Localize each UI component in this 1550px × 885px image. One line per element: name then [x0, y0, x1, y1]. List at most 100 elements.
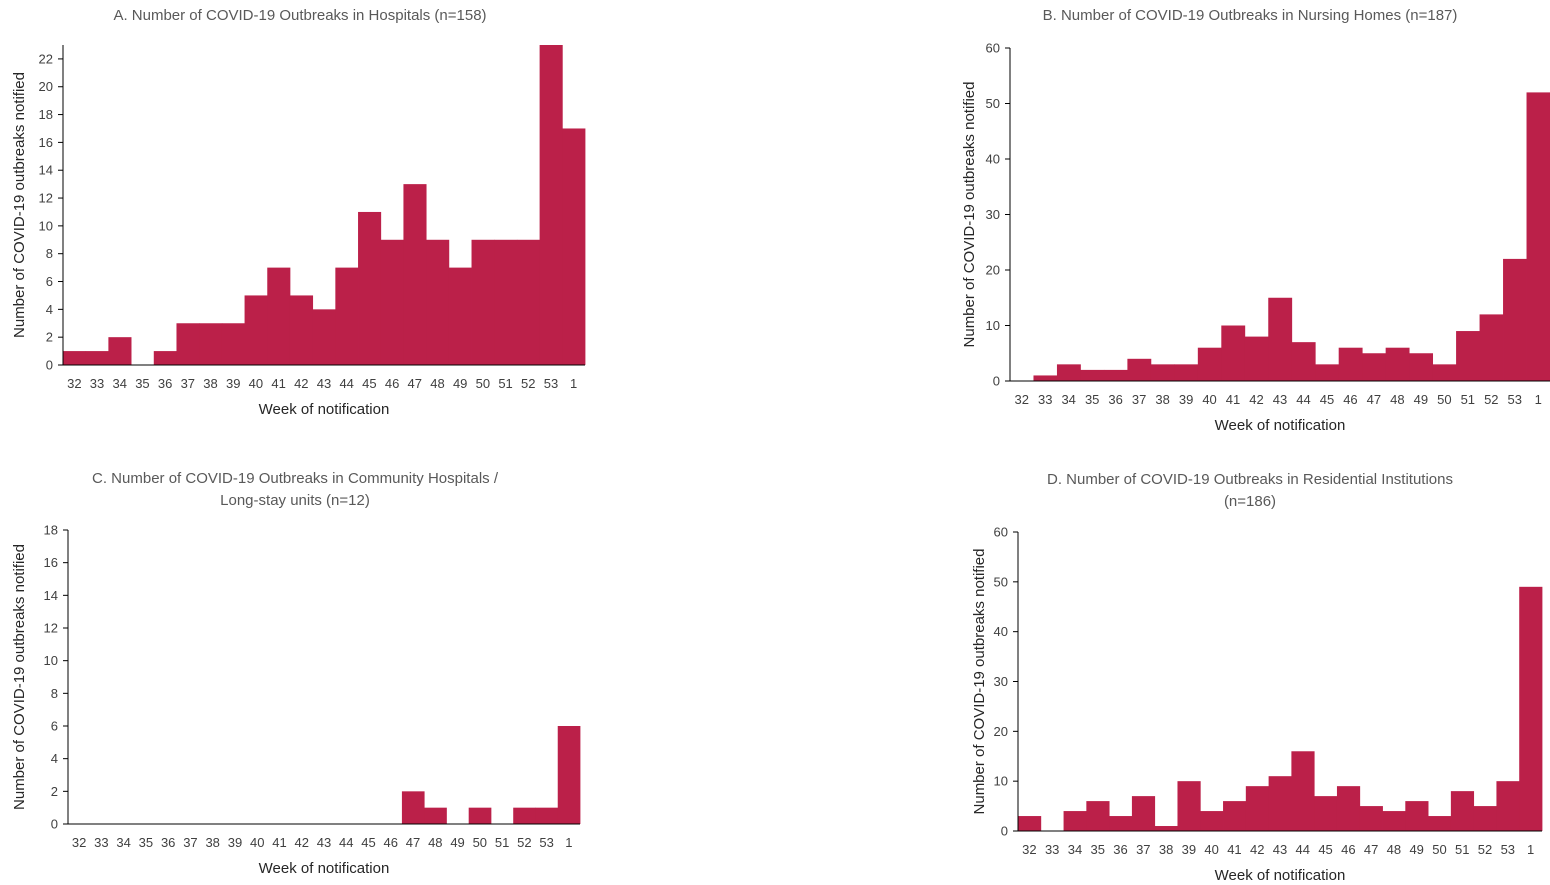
bar-43 [312, 309, 336, 365]
bar-37 [1127, 358, 1152, 381]
x-tick-label: 47 [1367, 392, 1381, 407]
x-tick-label: 38 [203, 376, 217, 391]
y-tick-label: 20 [39, 79, 53, 94]
chart-title-c: C. Number of COVID-19 Outbreaks in Commu… [92, 470, 498, 509]
bar-50 [471, 239, 495, 365]
y-tick-label: 0 [51, 817, 58, 832]
bar-47 [403, 184, 427, 365]
bar-52 [516, 239, 541, 365]
x-tick-label: 42 [1249, 392, 1263, 407]
x-tick-label: 37 [1132, 392, 1146, 407]
x-tick-label: 45 [361, 835, 375, 850]
x-tick-label: 37 [183, 835, 197, 850]
x-tick-label: 53 [539, 835, 553, 850]
x-tick-label: 41 [271, 376, 285, 391]
y-axis-label: Number of COVID-19 outbreaks notified [11, 72, 28, 338]
y-tick-label: 60 [994, 525, 1008, 540]
bar-53 [1496, 781, 1520, 831]
bar-33 [1033, 375, 1058, 381]
bar-36 [1103, 369, 1128, 381]
bar-43 [1268, 297, 1293, 381]
x-tick-label: 49 [1409, 842, 1423, 857]
y-tick-label: 8 [46, 246, 53, 261]
y-tick-label: 6 [51, 719, 58, 734]
y-tick-label: 10 [994, 774, 1008, 789]
x-tick-label: 38 [1159, 842, 1173, 857]
x-tick-label: 48 [430, 376, 444, 391]
x-tick-label: 50 [476, 376, 490, 391]
bar-46 [1336, 786, 1361, 831]
x-tick-label: 53 [1508, 392, 1522, 407]
y-axis-label: Number of COVID-19 outbreaks notified [11, 544, 28, 810]
x-tick-label: 35 [139, 835, 153, 850]
bar-34 [108, 337, 132, 365]
chart-panel-a: A. Number of COVID-19 Outbreaks in Hospi… [0, 0, 600, 430]
bar-50 [1432, 364, 1457, 381]
x-tick-label: 39 [1182, 842, 1196, 857]
x-tick-label: 52 [1478, 842, 1492, 857]
x-tick-label: 43 [1273, 392, 1287, 407]
bar-50 [468, 807, 492, 824]
x-tick-label: 47 [1364, 842, 1378, 857]
x-tick-label: 45 [362, 376, 376, 391]
x-tick-label: 1 [1527, 842, 1534, 857]
x-tick-label: 39 [228, 835, 242, 850]
x-tick-label: 50 [473, 835, 487, 850]
y-tick-label: 16 [44, 555, 58, 570]
bar-34 [1063, 811, 1087, 831]
bar-41 [1223, 801, 1247, 831]
x-tick-label: 38 [205, 835, 219, 850]
bar-48 [426, 239, 450, 365]
bar-1 [1519, 586, 1543, 831]
bar-51 [1456, 331, 1480, 381]
y-tick-label: 20 [994, 724, 1008, 739]
bar-45 [358, 211, 382, 365]
bar-53 [535, 807, 559, 824]
x-tick-label: 52 [1484, 392, 1498, 407]
bar-53 [539, 45, 563, 365]
y-tick-label: 22 [39, 51, 53, 66]
bar-46 [380, 239, 404, 365]
y-tick-label: 50 [986, 96, 1000, 111]
x-tick-label: 43 [317, 835, 331, 850]
bar-36 [153, 351, 177, 365]
y-tick-label: 4 [46, 302, 53, 317]
x-tick-label: 46 [385, 376, 399, 391]
x-tick-label: 51 [1455, 842, 1469, 857]
chart-panel-c: C. Number of COVID-19 Outbreaks in Commu… [0, 460, 600, 885]
chart-panel-d: D. Number of COVID-19 Outbreaks in Resid… [960, 460, 1550, 885]
x-tick-label: 45 [1318, 842, 1332, 857]
bar-40 [244, 295, 268, 365]
y-tick-label: 18 [39, 107, 53, 122]
y-tick-label: 10 [44, 653, 58, 668]
bar-44 [1291, 342, 1316, 381]
x-tick-label: 43 [1273, 842, 1287, 857]
y-axis-label: Number of COVID-19 outbreaks notified [961, 82, 978, 348]
x-axis-label: Week of notification [1215, 417, 1346, 434]
x-tick-label: 52 [521, 376, 535, 391]
x-tick-label: 34 [116, 835, 130, 850]
y-tick-label: 8 [51, 686, 58, 701]
y-tick-label: 0 [46, 358, 53, 373]
x-axis-label: Week of notification [259, 860, 390, 877]
bar-32 [63, 351, 87, 365]
x-tick-label: 53 [544, 376, 558, 391]
y-tick-label: 12 [39, 191, 53, 206]
chart-title-a: A. Number of COVID-19 Outbreaks in Hospi… [113, 7, 487, 24]
x-tick-label: 50 [1437, 392, 1451, 407]
bar-52 [513, 807, 536, 824]
y-tick-label: 50 [994, 574, 1008, 589]
x-tick-label: 40 [250, 835, 264, 850]
y-tick-label: 0 [993, 374, 1000, 389]
bar-43 [1268, 776, 1292, 831]
bar-32 [1018, 816, 1042, 831]
bar-45 [1314, 796, 1338, 831]
y-tick-label: 2 [51, 784, 58, 799]
bar-44 [335, 267, 359, 365]
bar-47 [1362, 353, 1387, 381]
y-tick-label: 30 [994, 674, 1008, 689]
bar-51 [494, 239, 518, 365]
x-tick-label: 46 [1343, 392, 1357, 407]
x-tick-label: 36 [161, 835, 175, 850]
